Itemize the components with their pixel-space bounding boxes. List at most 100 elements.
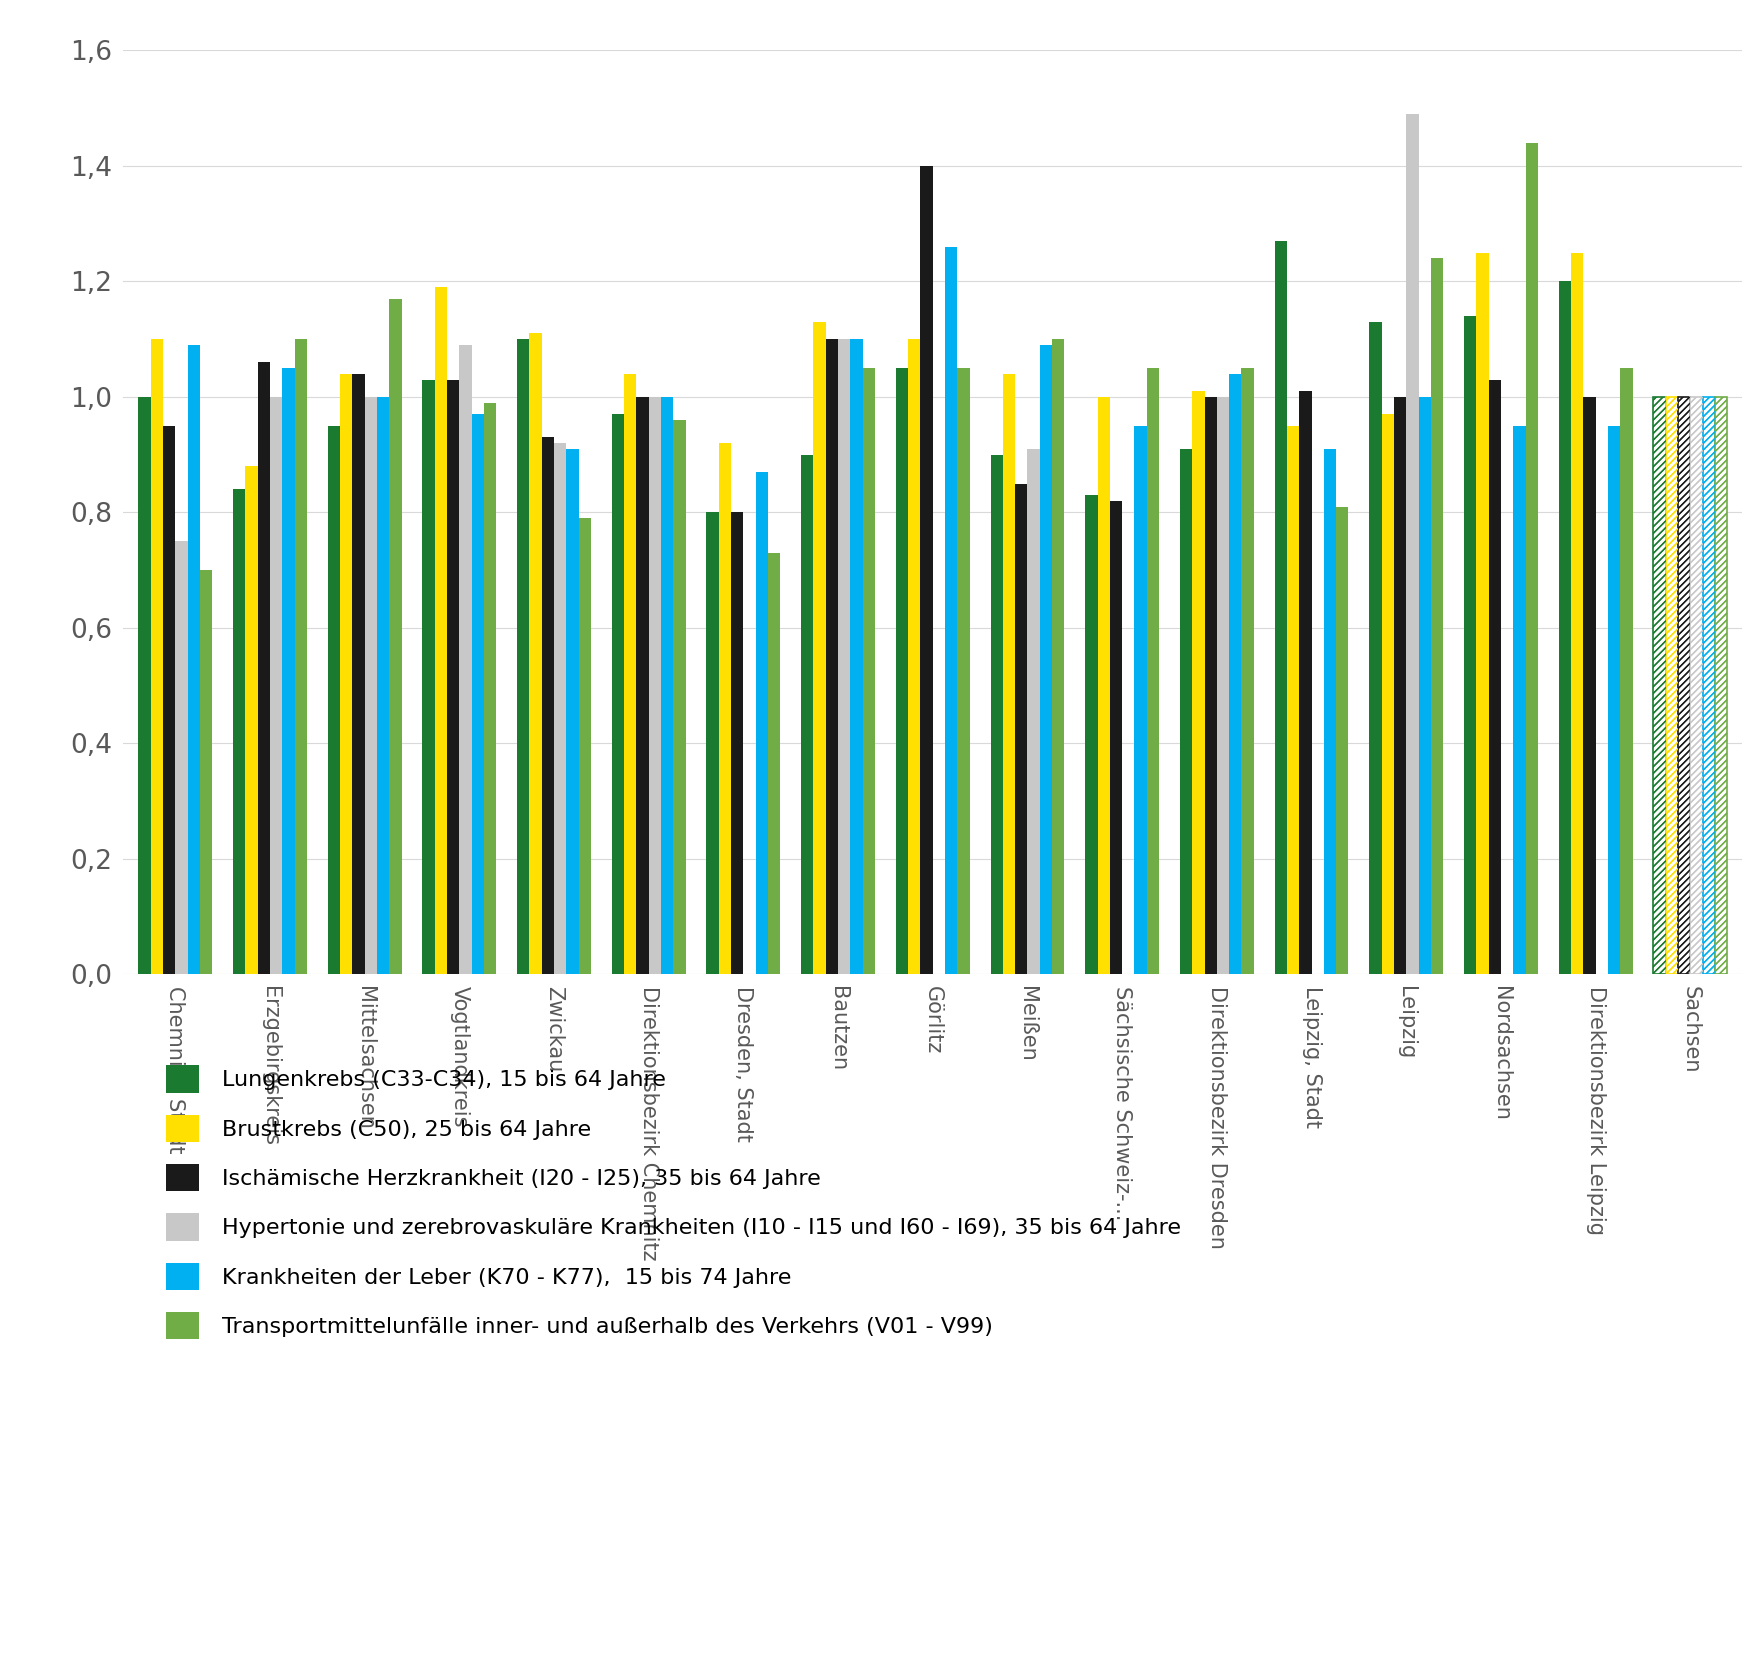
Bar <box>1287 425 1299 974</box>
Bar <box>517 339 530 974</box>
Bar <box>1216 396 1228 974</box>
Bar <box>1028 449 1040 974</box>
Bar <box>340 375 352 974</box>
Bar <box>1653 396 1665 974</box>
Bar <box>1111 501 1123 974</box>
Bar <box>957 368 970 974</box>
Bar <box>201 570 213 974</box>
Bar <box>364 396 377 974</box>
Bar <box>850 339 862 974</box>
Bar <box>1714 396 1727 974</box>
Bar <box>718 444 730 974</box>
Bar <box>294 339 306 974</box>
Bar <box>1382 415 1394 974</box>
Bar <box>389 299 401 974</box>
Bar <box>327 425 340 974</box>
Bar <box>1135 425 1148 974</box>
Bar <box>1003 375 1016 974</box>
Bar <box>1677 396 1690 974</box>
Bar <box>1148 368 1160 974</box>
Bar <box>825 339 838 974</box>
Bar <box>896 368 908 974</box>
Bar <box>945 247 957 974</box>
Bar <box>245 465 257 974</box>
Bar <box>1477 252 1489 974</box>
Bar <box>232 489 245 974</box>
Bar <box>472 415 484 974</box>
Bar <box>1489 380 1501 974</box>
Bar <box>1609 425 1621 974</box>
Bar <box>1526 143 1538 974</box>
Bar <box>1653 396 1665 974</box>
Bar <box>1192 391 1204 974</box>
Bar <box>1324 449 1336 974</box>
Bar <box>1621 368 1633 974</box>
Bar <box>1431 259 1443 974</box>
Bar <box>530 333 542 974</box>
Bar <box>1690 396 1702 974</box>
Bar <box>674 420 686 974</box>
Bar <box>459 344 472 974</box>
Bar <box>908 339 920 974</box>
Bar <box>1336 507 1348 974</box>
Bar <box>542 437 554 974</box>
Bar <box>1514 425 1526 974</box>
Bar <box>801 455 813 974</box>
Bar <box>1665 396 1677 974</box>
Bar <box>579 517 591 974</box>
Bar <box>1677 396 1690 974</box>
Bar <box>377 396 389 974</box>
Bar <box>422 380 435 974</box>
Bar <box>567 449 579 974</box>
Bar <box>625 375 637 974</box>
Bar <box>649 396 662 974</box>
Bar <box>1052 339 1065 974</box>
Bar <box>1228 375 1241 974</box>
Bar <box>447 380 459 974</box>
Bar <box>257 363 269 974</box>
Bar <box>1702 396 1714 974</box>
Legend: Lungenkrebs (C33-C34), 15 bis 64 Jahre, Brustkrebs (C50), 25 bis 64 Jahre, Ischä: Lungenkrebs (C33-C34), 15 bis 64 Jahre, … <box>165 1065 1181 1339</box>
Bar <box>188 344 201 974</box>
Bar <box>1464 316 1477 974</box>
Bar <box>1584 396 1596 974</box>
Bar <box>612 415 625 974</box>
Bar <box>637 396 649 974</box>
Bar <box>1086 496 1098 974</box>
Bar <box>1702 396 1714 974</box>
Bar <box>730 512 743 974</box>
Bar <box>755 472 767 974</box>
Bar <box>1419 396 1431 974</box>
Bar <box>1204 396 1216 974</box>
Bar <box>1559 281 1572 974</box>
Bar <box>1016 484 1028 974</box>
Bar <box>813 323 825 974</box>
Bar <box>352 375 364 974</box>
Bar <box>1690 396 1702 974</box>
Bar <box>164 425 176 974</box>
Bar <box>1394 396 1406 974</box>
Bar <box>706 512 718 974</box>
Bar <box>1665 396 1677 974</box>
Bar <box>282 368 294 974</box>
Bar <box>435 287 447 974</box>
Bar <box>662 396 674 974</box>
Bar <box>269 396 282 974</box>
Bar <box>1299 391 1311 974</box>
Bar <box>767 553 780 974</box>
Bar <box>920 166 933 974</box>
Bar <box>139 396 151 974</box>
Bar <box>176 541 188 974</box>
Bar <box>1098 396 1111 974</box>
Bar <box>554 444 567 974</box>
Bar <box>151 339 164 974</box>
Bar <box>838 339 850 974</box>
Bar <box>1179 449 1192 974</box>
Bar <box>1274 240 1287 974</box>
Bar <box>1040 344 1052 974</box>
Bar <box>1241 368 1253 974</box>
Bar <box>484 403 496 974</box>
Bar <box>991 455 1003 974</box>
Bar <box>1369 323 1382 974</box>
Bar <box>1714 396 1727 974</box>
